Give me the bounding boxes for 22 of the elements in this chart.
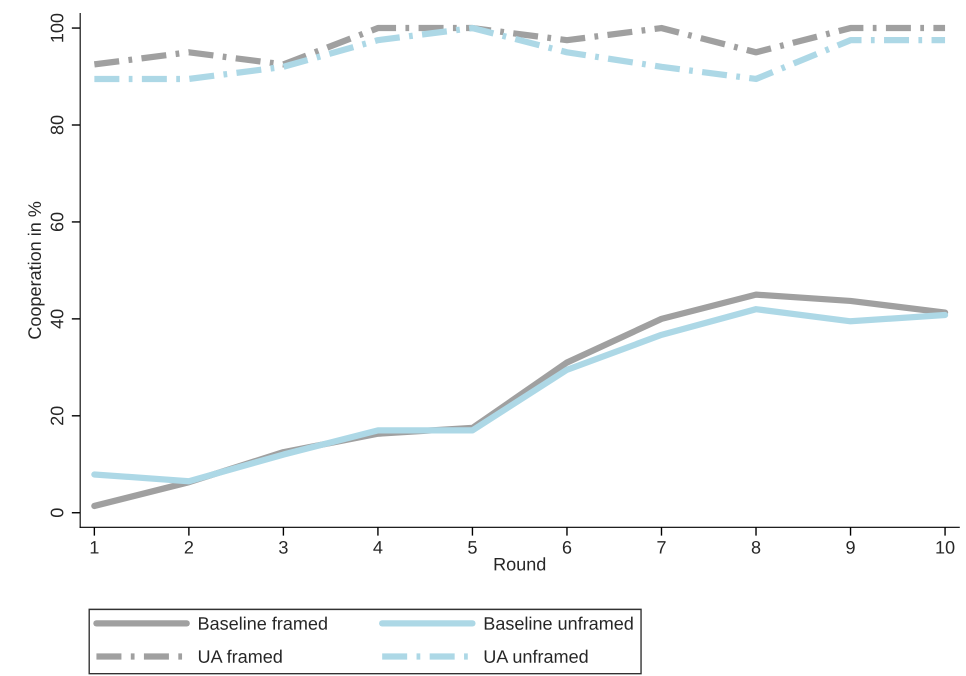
legend-label: Baseline framed bbox=[199, 616, 327, 630]
x-axis-title: Round bbox=[494, 557, 546, 571]
x-tick-label: 3 bbox=[279, 540, 288, 554]
x-tick-label: 7 bbox=[657, 541, 666, 554]
y-tick-label: 40 bbox=[50, 310, 64, 328]
y-tick-label: 60 bbox=[50, 212, 64, 232]
x-tick-label: 4 bbox=[373, 541, 382, 554]
y-tick-label: 80 bbox=[50, 116, 64, 134]
legend-label: UA unframed bbox=[484, 650, 588, 663]
x-tick-label: 8 bbox=[752, 540, 760, 554]
y-tick-label: 20 bbox=[50, 406, 64, 425]
y-tick-label: 100 bbox=[50, 14, 64, 42]
x-tick-label: 10 bbox=[936, 540, 954, 554]
y-tick-label: 0 bbox=[50, 508, 64, 518]
legend-label: UA framed bbox=[198, 650, 282, 663]
x-tick-label: 9 bbox=[846, 540, 855, 554]
x-tick-label: 1 bbox=[90, 541, 98, 554]
legend-label: Baseline unframed bbox=[484, 616, 633, 630]
x-tick-label: 5 bbox=[468, 541, 477, 554]
y-axis-title: Cooperation in % bbox=[28, 202, 45, 339]
x-tick-label: 6 bbox=[562, 540, 572, 554]
x-tick-label: 2 bbox=[184, 540, 193, 554]
